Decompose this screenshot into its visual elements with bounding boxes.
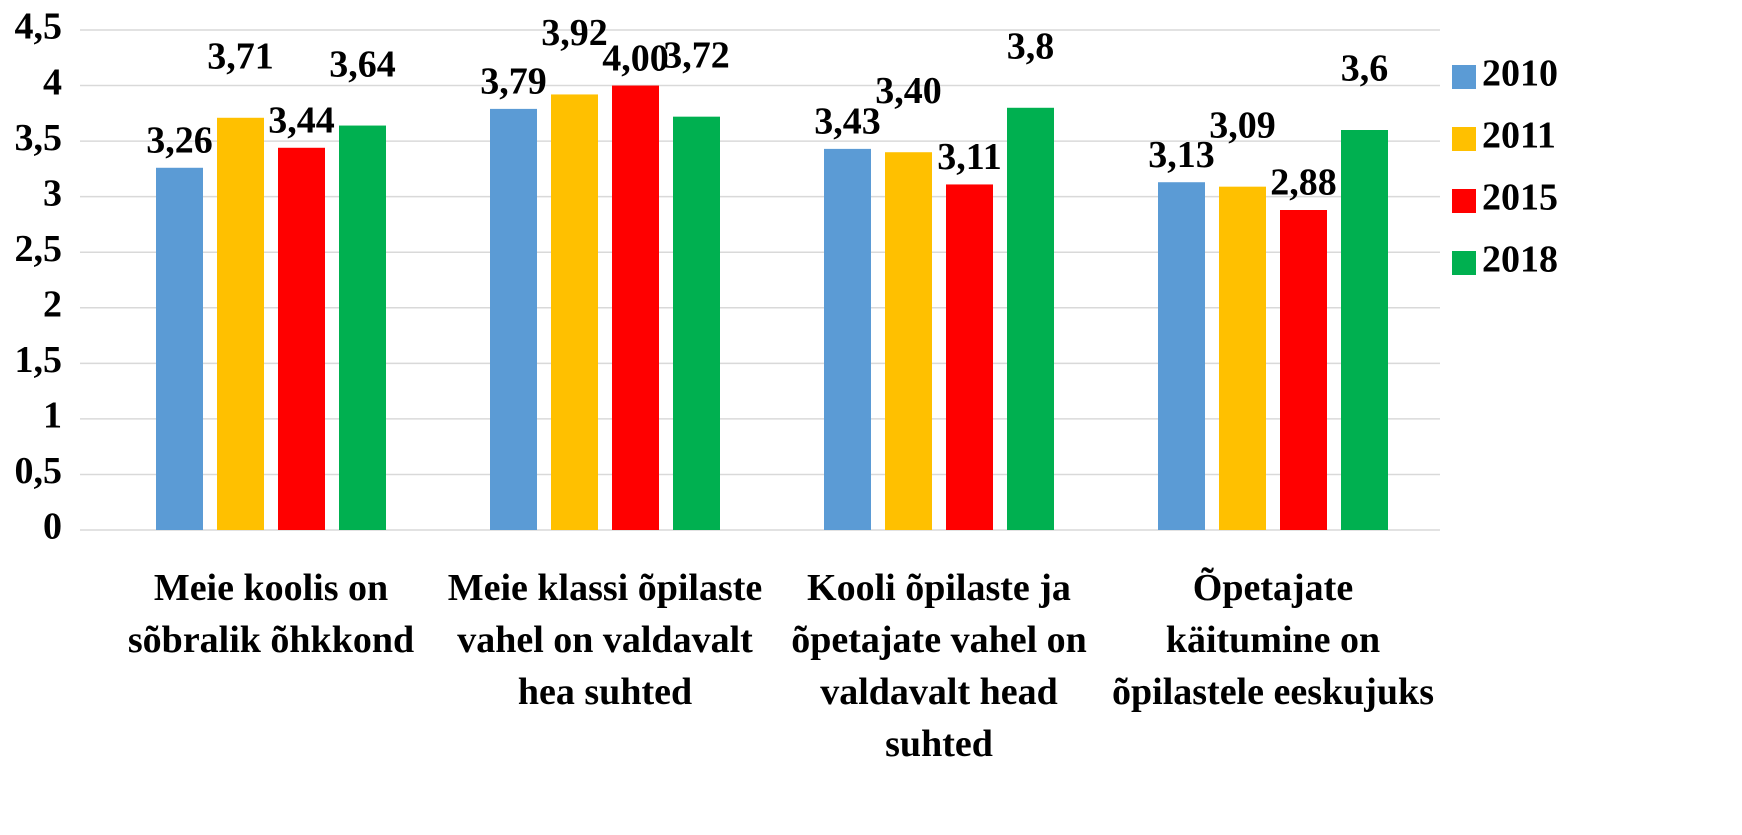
y-tick-label: 0,5 — [15, 450, 63, 492]
value-label: 4,00 — [602, 37, 669, 79]
legend-swatch — [1452, 127, 1476, 151]
value-label: 3,44 — [268, 99, 335, 141]
value-label: 3,13 — [1148, 134, 1215, 176]
legend-label: 2011 — [1482, 115, 1556, 157]
value-label: 3,6 — [1341, 48, 1389, 90]
bar — [612, 85, 659, 531]
x-tick-label: Kooli õpilaste ja õpetajate vahel on val… — [791, 567, 1087, 765]
legend-swatch — [1452, 251, 1476, 275]
legend-label: 2018 — [1482, 239, 1558, 281]
bar — [824, 148, 871, 530]
value-label: 2,88 — [1270, 162, 1337, 204]
bar — [551, 94, 598, 530]
y-tick-label: 2 — [43, 283, 62, 325]
x-tick-label: Meie klassi õpilaste vahel on valdavalt … — [447, 567, 763, 713]
bar — [217, 117, 264, 531]
value-label: 3,71 — [207, 35, 274, 77]
value-label: 3,79 — [480, 61, 547, 103]
value-label: 3,8 — [1007, 25, 1055, 67]
y-tick-label: 1 — [43, 395, 62, 437]
bar — [673, 116, 720, 531]
bar — [339, 125, 386, 531]
y-tick-label: 4,5 — [15, 6, 63, 48]
value-label: 3,26 — [146, 119, 213, 161]
bar — [885, 152, 932, 530]
x-tick-label: Õpetajate käitumine on õpilastele eeskuj… — [1112, 567, 1434, 713]
bar — [1007, 107, 1054, 531]
y-tick-label: 3 — [43, 172, 62, 214]
bar — [1158, 182, 1205, 530]
y-tick-label: 3,5 — [15, 117, 63, 159]
bar — [278, 147, 325, 530]
x-tick-label: Meie koolis on sõbralik õhkkond — [127, 567, 415, 661]
value-label: 3,40 — [875, 70, 942, 112]
y-tick-label: 2,5 — [15, 228, 63, 270]
bar — [946, 184, 993, 530]
bar — [1219, 186, 1266, 530]
bar — [156, 167, 203, 530]
y-tick-label: 0 — [43, 506, 62, 548]
value-label: 3,11 — [937, 136, 1001, 178]
value-label: 3,72 — [663, 34, 730, 76]
y-tick-label: 1,5 — [15, 339, 63, 381]
bar — [1341, 130, 1388, 530]
legend-swatch — [1452, 189, 1476, 213]
legend-label: 2010 — [1482, 53, 1558, 95]
bar — [490, 108, 537, 530]
legend-swatch — [1452, 65, 1476, 89]
value-label: 3,43 — [814, 101, 881, 143]
y-tick-label: 4 — [43, 61, 62, 103]
value-label: 3,64 — [329, 43, 396, 85]
value-label: 3,92 — [541, 12, 608, 54]
bar — [1280, 210, 1327, 530]
legend-label: 2015 — [1482, 177, 1558, 219]
value-label: 3,09 — [1209, 104, 1276, 146]
